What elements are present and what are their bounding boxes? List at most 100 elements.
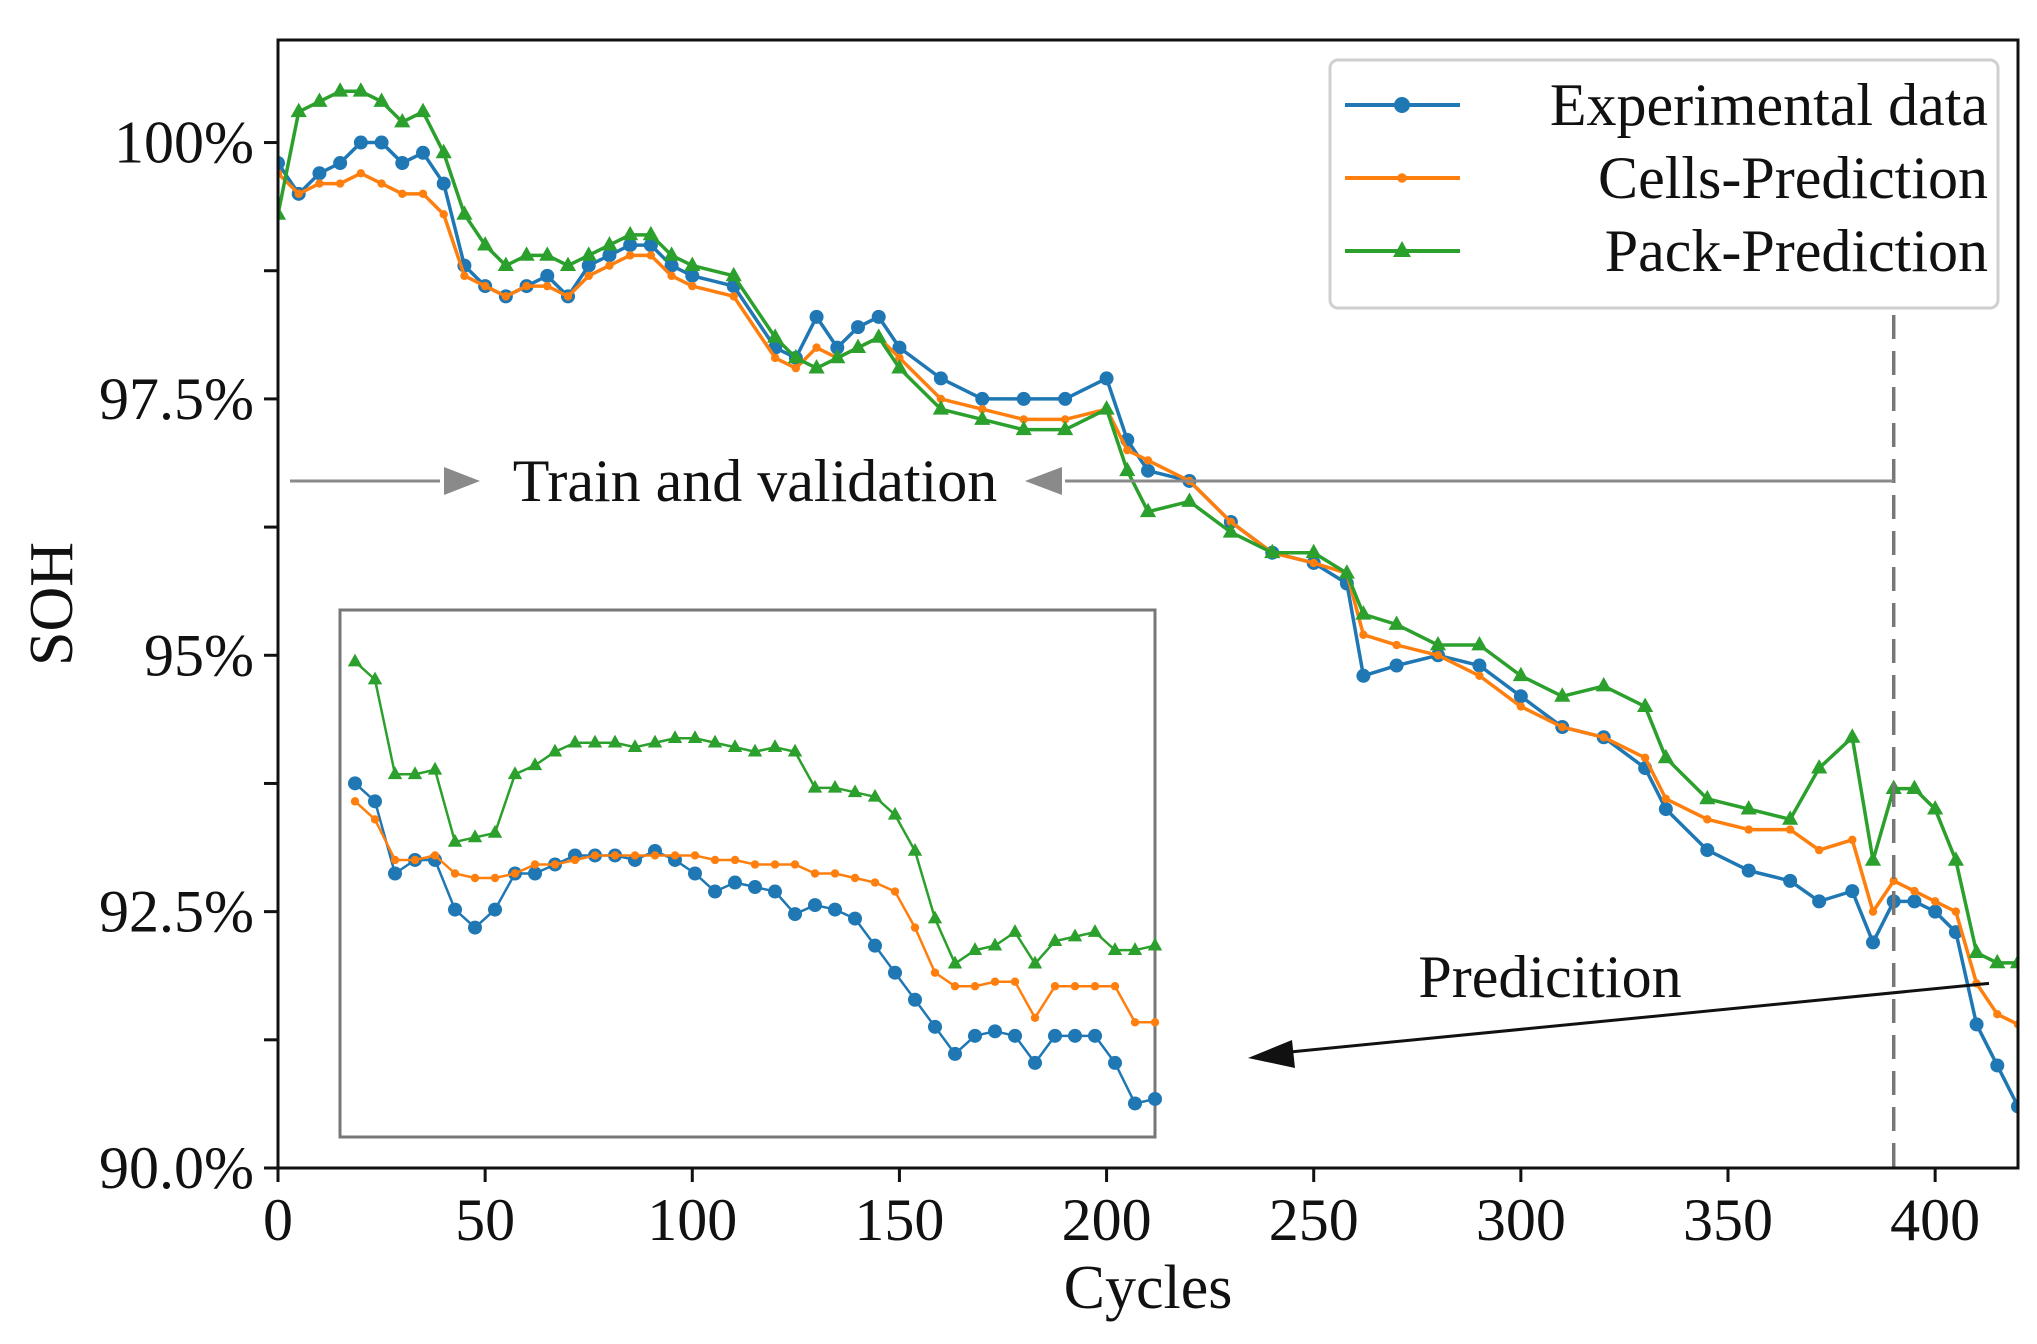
data-point: [278, 156, 285, 171]
data-point: [477, 236, 494, 251]
data-point: [1512, 666, 1529, 682]
data-point: [1811, 759, 1828, 774]
inset-data-point: [768, 884, 782, 899]
data-point: [1472, 658, 1487, 673]
inset-data-point: [1127, 942, 1143, 955]
inset-data-point: [1107, 942, 1123, 955]
inset-data-point: [1008, 1028, 1022, 1043]
data-point: [1264, 543, 1281, 559]
inset-data-point: [770, 860, 780, 869]
data-point: [1951, 907, 1961, 916]
data-point: [1928, 904, 1943, 919]
data-point: [414, 102, 432, 118]
data-point: [1947, 851, 1964, 866]
inset-frame: [338, 608, 1157, 1139]
annotation-layer: Train and validation Predicition: [290, 315, 1990, 1168]
data-point: [1910, 886, 1919, 896]
inset-data-point: [930, 968, 940, 977]
data-point: [1119, 461, 1136, 477]
inset-data-point: [870, 878, 880, 887]
inset-data-point: [1110, 982, 1120, 991]
prediction-arrow-head: [1248, 1040, 1295, 1068]
data-point: [1782, 810, 1799, 825]
inset-data-point: [587, 734, 603, 748]
data-point: [377, 179, 386, 188]
inset-data-point: [570, 855, 580, 865]
data-point: [559, 256, 577, 271]
inset-data-point: [708, 884, 722, 899]
inset-data-point: [687, 730, 703, 744]
legend-label: Pack-Prediction: [1605, 218, 1988, 284]
data-point: [1889, 876, 1898, 886]
data-point: [1868, 907, 1878, 916]
data-point: [932, 400, 949, 415]
inset-data-point: [990, 977, 1000, 986]
inset-data-point: [728, 875, 742, 890]
inset-data-point: [430, 851, 440, 860]
inset-data-point: [450, 869, 460, 878]
data-point: [809, 309, 824, 324]
inset-data-point: [527, 757, 543, 771]
data-point: [1139, 502, 1157, 518]
inset-data-point: [710, 855, 720, 865]
data-point: [1661, 794, 1671, 804]
data-point: [1657, 748, 1674, 764]
data-point: [332, 82, 349, 97]
inset-data-point: [490, 873, 500, 883]
inset-data-point: [727, 739, 743, 753]
data-point: [812, 343, 821, 352]
inset-data-point: [928, 1019, 942, 1034]
inset-data-point: [927, 910, 943, 924]
data-point: [2011, 1099, 2018, 1114]
data-point: [667, 271, 676, 281]
inset-data-point: [750, 860, 760, 869]
data-point: [1058, 391, 1073, 406]
inset-data-point: [970, 982, 980, 991]
inset-data-point: [1047, 933, 1063, 946]
data-point: [870, 328, 887, 343]
data-point: [891, 359, 908, 374]
legend: Experimental data Cells-Prediction Pack-Pr…: [1328, 58, 2000, 310]
data-point: [1429, 636, 1447, 651]
inset-data-point: [1030, 1013, 1040, 1022]
data-point: [584, 271, 593, 281]
data-point: [685, 268, 700, 283]
data-point: [311, 92, 328, 107]
data-point: [1864, 851, 1882, 866]
data-point: [623, 238, 638, 253]
data-point: [435, 143, 452, 159]
inset-data-point: [567, 734, 583, 748]
data-point: [978, 404, 987, 414]
data-point: [1845, 884, 1860, 899]
data-point: [315, 179, 324, 188]
inset-data-point: [367, 671, 383, 685]
inset-data-point: [807, 779, 823, 793]
data-point: [1016, 391, 1031, 406]
data-point: [1392, 640, 1401, 650]
data-point: [1703, 815, 1712, 824]
inset-data-point: [488, 902, 502, 917]
data-point: [373, 92, 390, 107]
data-point: [290, 102, 307, 118]
data-point: [646, 251, 656, 260]
data-point: [543, 281, 552, 291]
data-point: [1554, 687, 1571, 702]
inset-data-point: [627, 739, 643, 753]
data-point: [1640, 753, 1650, 763]
inset-data-point: [907, 842, 923, 856]
data-point: [770, 353, 780, 363]
inset-data-point: [1088, 1028, 1102, 1043]
inset-data-point: [347, 653, 363, 667]
data-point: [1740, 800, 1757, 815]
inset-data-point: [1067, 928, 1083, 942]
data-point: [1389, 658, 1404, 673]
inset-data-point: [387, 766, 403, 780]
y-tick-label: 95%: [144, 622, 254, 688]
inset-data-point: [1068, 1028, 1082, 1043]
data-point: [398, 189, 407, 199]
data-point: [580, 246, 597, 261]
data-point: [436, 176, 451, 191]
inset-data-point: [410, 855, 420, 865]
data-point: [1222, 523, 1239, 538]
inset-data-point: [1150, 1018, 1160, 1027]
